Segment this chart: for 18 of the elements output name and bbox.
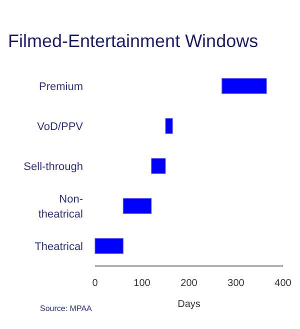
y-tick-label: Non-theatrical — [38, 194, 84, 220]
y-tick-label: Premium — [38, 81, 83, 93]
bar — [151, 158, 166, 174]
source-note: Source: MPAA — [40, 304, 93, 313]
x-tick-label: 100 — [134, 278, 151, 289]
bar — [94, 238, 124, 254]
x-tick-label: 200 — [180, 278, 198, 289]
bar — [122, 198, 152, 214]
chart-title: Filmed-Entertainment Windows — [8, 31, 258, 51]
x-tick-label: 0 — [92, 278, 98, 289]
bar — [222, 78, 267, 94]
y-tick-label: Theatrical — [34, 241, 83, 253]
x-tick-label: 300 — [228, 278, 245, 289]
y-tick-label: VoD/PPV — [37, 121, 84, 133]
x-axis-title: Days — [178, 299, 200, 310]
x-tick-label: 400 — [274, 278, 292, 289]
y-tick-label: Sell-through — [24, 161, 83, 173]
bar — [165, 118, 173, 134]
